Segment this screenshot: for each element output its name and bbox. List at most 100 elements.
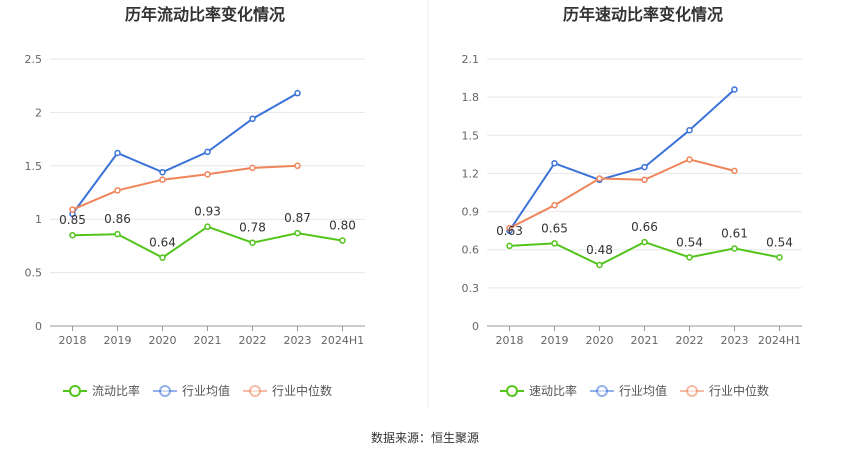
legend-label: 行业中位数 [709, 383, 769, 398]
data-point [294, 162, 301, 170]
series-line-3 [72, 164, 298, 211]
data-point [69, 206, 76, 213]
legend-label: 行业均值 [619, 383, 667, 398]
data-point [159, 168, 166, 176]
x-tick-label: 2023 [284, 334, 312, 347]
data-point [686, 156, 693, 163]
x-tick-label: 2018 [59, 334, 87, 347]
data-point [731, 245, 738, 252]
data-point [506, 224, 513, 232]
legend-item-3[interactable]: 行业中位数 [243, 383, 332, 398]
data-point [114, 187, 121, 194]
data-point [114, 230, 121, 238]
legend-label: 速动比率 [529, 383, 577, 398]
data-label: 0.85 [59, 213, 86, 227]
data-point [69, 231, 76, 239]
data-point [641, 176, 648, 184]
y-tick-label: 2 [35, 106, 42, 119]
data-label: 0.93 [194, 205, 221, 219]
data-point [686, 254, 693, 261]
data-point [731, 86, 738, 93]
x-tick-label: 2020 [586, 334, 614, 347]
data-point [114, 149, 121, 157]
data-point [249, 164, 256, 172]
data-point [641, 238, 648, 246]
legend-label: 流动比率 [92, 383, 140, 398]
data-point [339, 237, 346, 244]
data-label: 0.54 [676, 235, 703, 249]
y-tick-label: 1 [35, 213, 42, 226]
data-label: 0.80 [329, 219, 356, 233]
data-label: 0.61 [721, 226, 748, 240]
chart-panel-1: 历年流动比率变化情况 0 0.5 1 1.5 2 2.5 2018 2019 2020 2021 20… [25, 5, 365, 398]
source-text: 数据来源：恒生聚源 [371, 430, 479, 445]
legend-item-2[interactable]: 行业均值 [590, 383, 667, 398]
data-point [551, 240, 558, 247]
legend-marker-icon [249, 385, 261, 397]
y-tick-label: 1.2 [462, 167, 480, 180]
chart-panel-2: 历年速动比率变化情况 0 0.3 0.6 0.9 1.2 1.5 1.8 2.1 2018 2019… [462, 5, 802, 398]
data-point [249, 115, 256, 123]
x-tick-label: 2023 [721, 334, 749, 347]
y-tick-label: 0 [35, 320, 42, 333]
data-point [294, 229, 301, 237]
data-label: 0.87 [284, 211, 311, 225]
data-label: 0.48 [586, 243, 613, 257]
data-label: 0.86 [104, 212, 131, 226]
y-tick-label: 1.8 [462, 91, 480, 104]
legend-marker-icon [159, 385, 171, 397]
data-point [204, 148, 211, 156]
series-line-1 [72, 225, 343, 259]
legend-marker-icon [69, 385, 81, 397]
y-tick-label: 2.5 [25, 53, 43, 66]
data-point [204, 223, 211, 230]
data-point [551, 160, 558, 167]
data-label: 0.64 [149, 236, 176, 250]
x-tick-label: 2022 [676, 334, 704, 347]
data-point [159, 254, 166, 261]
x-tick-label: 2019 [104, 334, 132, 347]
data-label: 0.78 [239, 221, 266, 235]
legend-marker-icon [686, 385, 698, 397]
data-point [731, 167, 738, 175]
legend-item-3[interactable]: 行业中位数 [680, 383, 769, 398]
legend-marker-icon [506, 385, 518, 397]
data-label: 0.66 [631, 220, 658, 234]
y-tick-label: 0.3 [462, 282, 480, 295]
series-line-2 [71, 92, 298, 215]
y-tick-label: 2.1 [462, 53, 480, 66]
x-tick-label: 2024H1 [758, 334, 801, 347]
data-point [159, 176, 166, 183]
chart-title: 历年速动比率变化情况 [563, 5, 723, 24]
x-tick-label: 2020 [149, 334, 177, 347]
series-line-2 [508, 88, 736, 232]
x-tick-label: 2021 [631, 334, 659, 347]
y-tick-label: 0.6 [462, 244, 480, 257]
legend-marker-icon [596, 385, 608, 397]
series-line-3 [509, 158, 735, 229]
data-label: 0.54 [766, 235, 793, 249]
legend-item-2[interactable]: 行业均值 [153, 383, 230, 398]
y-tick-label: 0.5 [25, 267, 43, 280]
legend-item-1[interactable]: 流动比率 [63, 383, 140, 398]
chart-title: 历年流动比率变化情况 [125, 5, 285, 24]
y-tick-label: 1.5 [25, 160, 43, 173]
x-tick-label: 2018 [496, 334, 524, 347]
data-label: 0.65 [541, 221, 568, 235]
data-point [596, 175, 603, 182]
data-point [294, 89, 301, 97]
y-tick-label: 0 [472, 320, 479, 333]
x-tick-label: 2019 [541, 334, 569, 347]
data-point [204, 171, 211, 178]
legend-label: 行业中位数 [272, 383, 332, 398]
legend-label: 行业均值 [182, 383, 230, 398]
data-point [506, 242, 513, 250]
data-point [641, 163, 648, 171]
y-tick-label: 0.9 [462, 206, 480, 219]
data-label: 0.63 [496, 224, 523, 238]
legend-item-1[interactable]: 速动比率 [500, 383, 577, 398]
x-tick-label: 2022 [239, 334, 267, 347]
series-line-1 [509, 241, 780, 267]
data-point [686, 126, 693, 134]
